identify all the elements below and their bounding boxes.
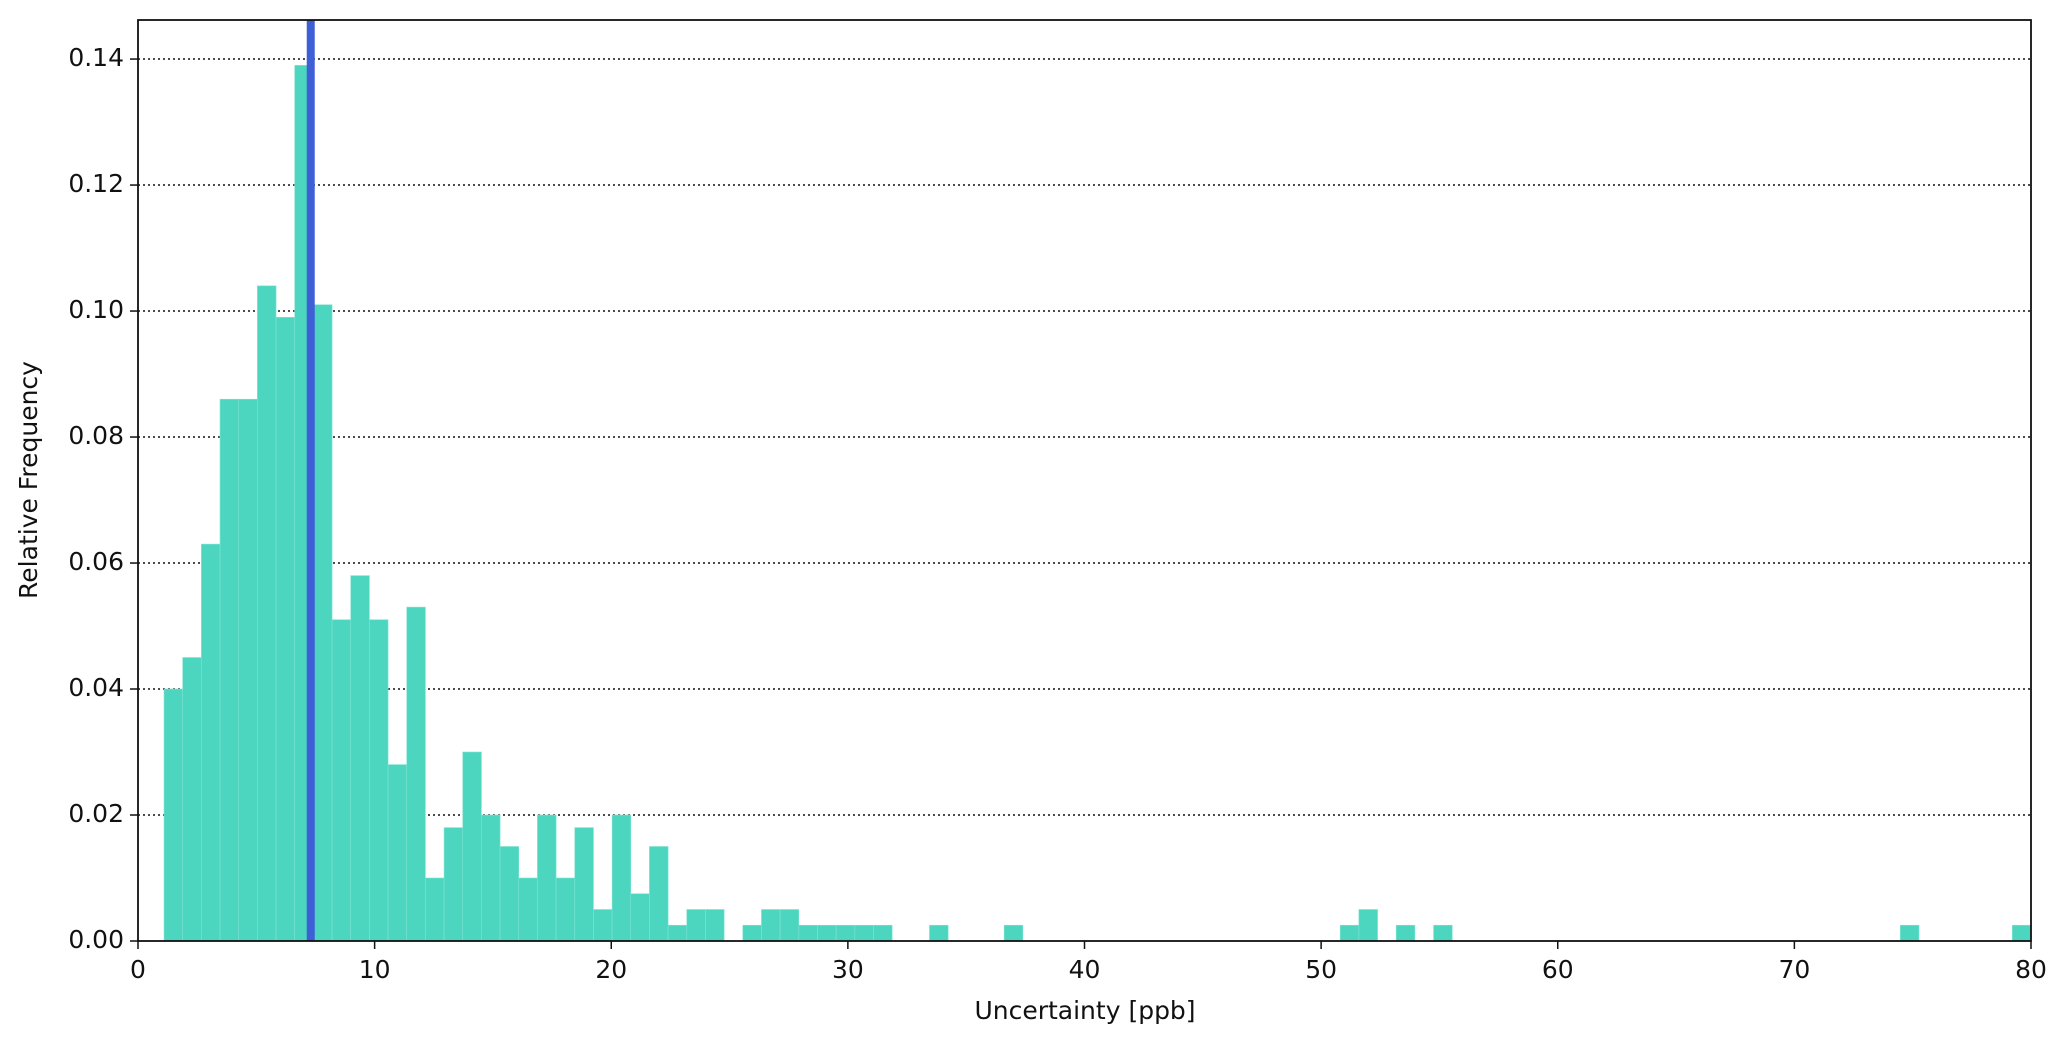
bar: [593, 909, 613, 942]
x-tick-label: 60: [1542, 955, 1574, 984]
bar: [499, 846, 520, 942]
bar: [238, 398, 258, 942]
bar: [798, 924, 818, 942]
bar: [201, 543, 221, 942]
bar: [854, 924, 874, 942]
bar: [2012, 924, 2032, 942]
bar: [219, 398, 240, 942]
bar: [742, 924, 762, 942]
bar: [555, 877, 576, 942]
bar: [574, 827, 594, 942]
x-tick-label: 80: [2015, 955, 2047, 984]
bar: [873, 924, 893, 942]
bar: [630, 893, 650, 942]
bar: [387, 764, 408, 942]
bar: [350, 575, 370, 942]
bar: [686, 909, 706, 942]
bar: [1358, 909, 1378, 942]
plot-frame: [137, 19, 2032, 942]
bar: [817, 924, 837, 942]
x-tick-label: 0: [130, 955, 146, 984]
bar: [835, 924, 856, 942]
bar: [537, 814, 557, 942]
bar: [779, 909, 800, 942]
bar: [611, 814, 632, 942]
bar: [518, 877, 538, 942]
bar: [369, 619, 389, 942]
y-tick-label: 0.12: [68, 169, 124, 198]
y-tick-label: 0.08: [68, 421, 124, 450]
bar: [481, 814, 501, 942]
x-axis-label: Uncertainty [ppb]: [974, 996, 1195, 1025]
x-tick-label: 40: [1069, 955, 1101, 984]
bar: [163, 688, 183, 942]
bar: [443, 827, 464, 942]
bar: [1339, 924, 1360, 942]
bar: [182, 657, 202, 942]
bar: [649, 846, 669, 942]
y-tick-label: 0.06: [68, 547, 124, 576]
bar: [761, 909, 781, 942]
x-tick-label: 20: [595, 955, 627, 984]
y-tick-label: 0.14: [68, 43, 124, 72]
x-tick-label: 50: [1305, 955, 1337, 984]
bar: [929, 924, 949, 942]
bar: [705, 909, 725, 942]
bar: [257, 285, 277, 942]
y-tick-label: 0.04: [68, 673, 124, 702]
bar: [462, 751, 482, 942]
y-axis-label: Relative Frequency: [14, 361, 43, 599]
x-tick-label: 70: [1778, 955, 1810, 984]
y-tick-label: 0.00: [68, 925, 124, 954]
bar: [275, 317, 296, 942]
y-tick-label: 0.10: [68, 295, 124, 324]
bar: [425, 877, 445, 942]
bar: [667, 924, 688, 942]
bar: [1900, 924, 1920, 942]
bar: [331, 619, 352, 942]
bar: [406, 606, 426, 942]
x-tick-label: 30: [832, 955, 864, 984]
bar: [1395, 924, 1416, 942]
bar: [313, 304, 333, 942]
x-tick-label: 10: [359, 955, 391, 984]
bar: [1003, 924, 1024, 942]
bar: [1433, 924, 1453, 942]
y-tick-label: 0.02: [68, 799, 124, 828]
